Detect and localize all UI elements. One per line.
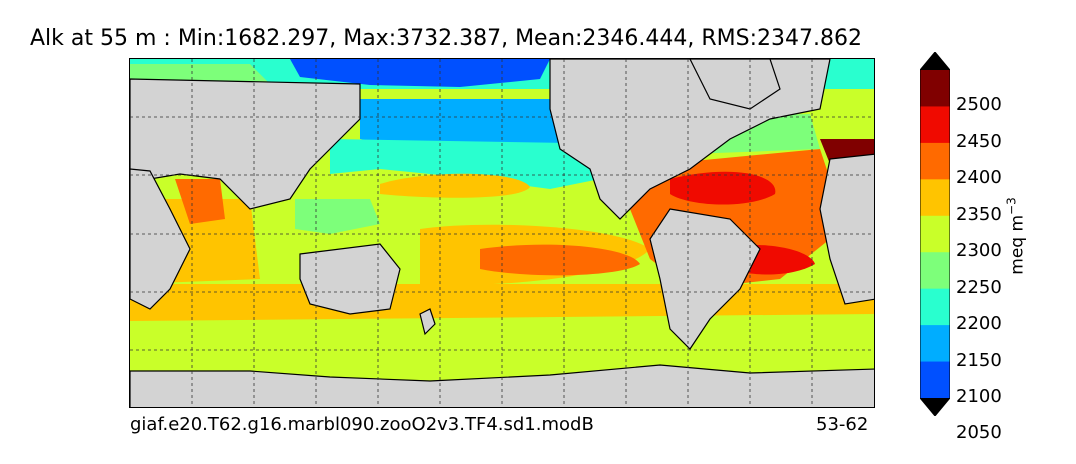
field-north-pacific-low (360, 99, 570, 154)
colorbar-tick-label: 2150 (956, 349, 1002, 371)
field-n-pacific-gyre (380, 173, 530, 198)
field-n-atlantic-max (670, 171, 776, 205)
colorbar-box (920, 361, 950, 399)
colorbar-box (920, 252, 950, 290)
map-gridlines (130, 59, 874, 407)
colorbar-tick-label: 2450 (956, 130, 1002, 152)
colorbar-box (920, 288, 950, 326)
colorbar-tick-label: 2050 (956, 422, 1002, 444)
figure-title: Alk at 55 m : Min:1682.297, Max:3732.387… (30, 26, 863, 51)
land-new-zealand (419, 308, 436, 336)
colorbar-tick-label: 2200 (956, 313, 1002, 335)
years-caption: 53-62 (816, 414, 869, 435)
colorbar-extend-min (920, 398, 950, 416)
colorbar-box (920, 106, 950, 144)
field-arabian-sea (175, 179, 225, 224)
map-panel (129, 58, 875, 408)
field-warm-pool (295, 199, 380, 234)
land-africa-west (819, 153, 874, 305)
colorbar-extend-max (920, 52, 950, 70)
land-australia (299, 243, 401, 315)
colorbar-box (920, 70, 950, 107)
colorbar-tick-label: 2300 (956, 240, 1002, 262)
field-s-pacific-high (480, 244, 640, 276)
colorbar-tick-label: 2250 (956, 276, 1002, 298)
colorbar-tick-label: 2400 (956, 167, 1002, 189)
colorbar-tick-label: 2350 (956, 203, 1002, 225)
land-masses (130, 59, 874, 407)
run-name-caption: giaf.e20.T62.g16.marbl090.zooO2v3.TF4.sd… (130, 414, 594, 435)
colorbar-box (920, 179, 950, 217)
land-africa-east (130, 168, 191, 310)
colorbar-label: meq m−3 (1004, 197, 1028, 275)
colorbar-box (920, 142, 950, 180)
colorbar (920, 52, 950, 416)
colorbar-tick-label: 2500 (956, 94, 1002, 116)
field-north-pacific-mid (330, 139, 600, 189)
colorbar-tick-label: 2100 (956, 386, 1002, 407)
field-arctic-low (290, 59, 550, 87)
land-greenland (689, 59, 781, 110)
colorbar-box (920, 325, 950, 363)
colorbar-box (920, 215, 950, 253)
